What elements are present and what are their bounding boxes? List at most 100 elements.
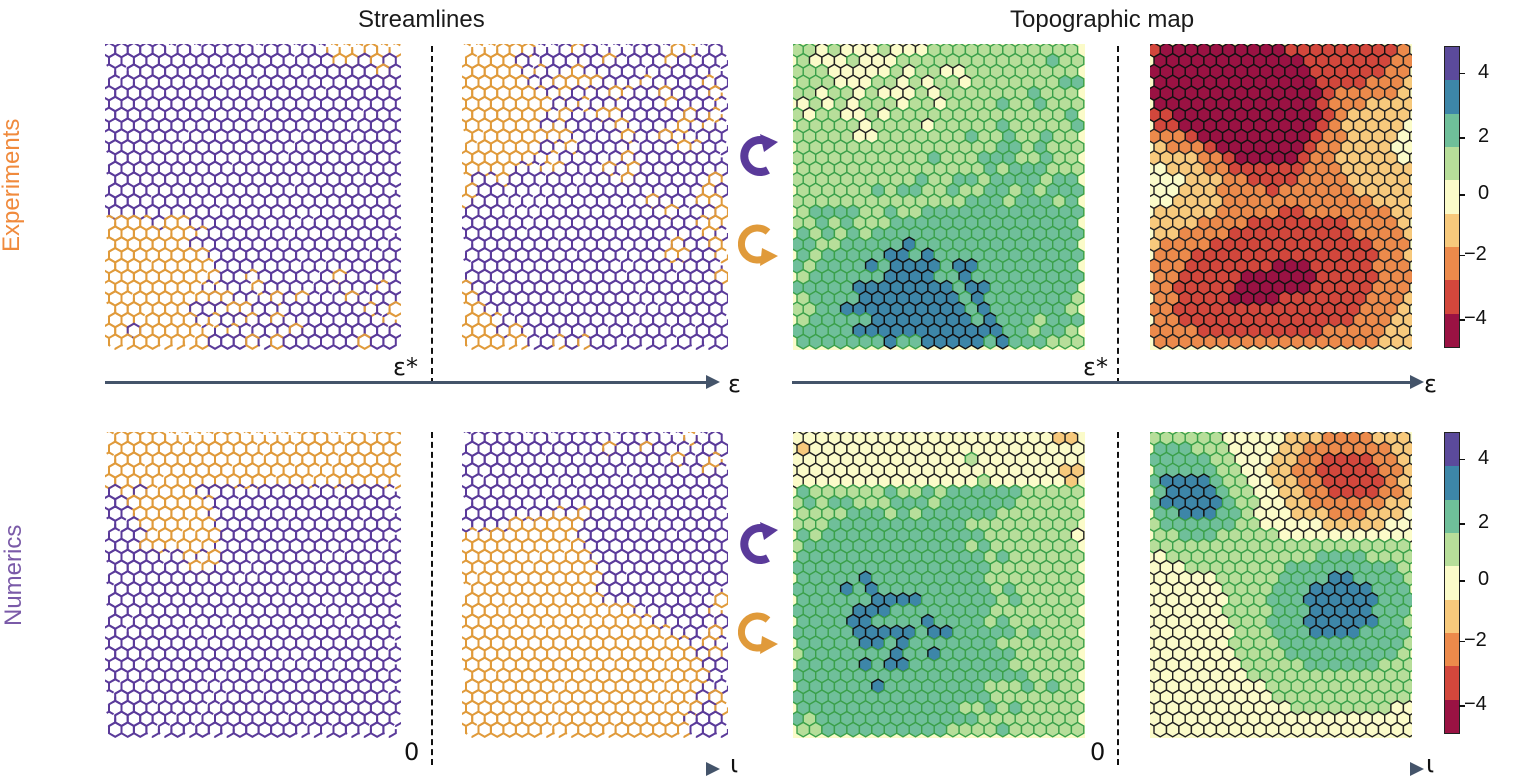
hex-cell bbox=[182, 548, 198, 566]
topographic-map-title: Topographic map bbox=[1010, 6, 1195, 33]
hex-cell bbox=[388, 214, 401, 232]
hex-cell bbox=[583, 149, 598, 167]
hex-cell bbox=[664, 613, 679, 630]
hex-cell bbox=[533, 149, 549, 167]
hex-cell bbox=[983, 333, 998, 350]
hex-cell bbox=[708, 667, 723, 684]
hex-cell bbox=[933, 333, 948, 350]
hex-cell bbox=[708, 128, 723, 145]
hex-cell bbox=[945, 333, 960, 350]
hex-cell bbox=[527, 613, 542, 630]
hex-cell bbox=[514, 182, 530, 199]
hex-cell bbox=[388, 710, 401, 728]
hex-cell bbox=[207, 311, 223, 329]
hex-cell bbox=[683, 624, 698, 641]
hex-cell bbox=[846, 721, 861, 738]
hex-cell bbox=[983, 721, 998, 738]
hex-cell bbox=[207, 656, 223, 674]
hex-cell bbox=[351, 710, 366, 728]
hex-cell bbox=[276, 451, 291, 468]
hex-cell bbox=[921, 333, 935, 350]
hex-cell bbox=[1265, 721, 1280, 738]
hex-cell bbox=[496, 300, 511, 318]
streamlines-experiments-panel-1 bbox=[105, 44, 401, 350]
hex-cell bbox=[689, 333, 704, 350]
hex-cell bbox=[1340, 333, 1355, 350]
hex-cell bbox=[1228, 721, 1242, 738]
hex-cell bbox=[714, 721, 728, 738]
hex-cell bbox=[589, 721, 605, 738]
hex-cell bbox=[1402, 721, 1412, 738]
hex-cell bbox=[338, 602, 354, 620]
hex-cell bbox=[251, 63, 266, 80]
hex-cell bbox=[508, 192, 524, 210]
hex-cell bbox=[652, 225, 667, 242]
hex-cell bbox=[527, 182, 542, 199]
hex-cell bbox=[462, 171, 474, 188]
hex-cell bbox=[189, 688, 204, 706]
hex-cell bbox=[614, 246, 630, 264]
topographic-experiments-panel-1 bbox=[793, 44, 1085, 350]
hex-cell bbox=[295, 246, 310, 264]
axis-arrowhead bbox=[706, 762, 720, 776]
hex-cell bbox=[307, 74, 322, 91]
hex-cell bbox=[369, 634, 385, 652]
hex-cell bbox=[282, 225, 298, 242]
hex-cell bbox=[1278, 721, 1292, 738]
hex-cell bbox=[595, 645, 611, 663]
hex-cell bbox=[195, 311, 210, 329]
hex-cell bbox=[120, 333, 135, 350]
hex-cell bbox=[326, 537, 341, 555]
topographic-hex-field bbox=[1150, 44, 1412, 350]
hex-cell bbox=[388, 645, 401, 663]
hex-cell bbox=[908, 721, 923, 738]
hex-cell bbox=[883, 333, 898, 350]
hex-cell bbox=[226, 451, 241, 468]
hex-cell bbox=[521, 192, 536, 210]
hex-cell bbox=[620, 451, 636, 468]
hex-cell bbox=[214, 63, 229, 80]
hex-cell bbox=[571, 171, 586, 188]
hex-cell bbox=[344, 721, 360, 738]
hex-cell bbox=[695, 214, 711, 232]
hex-cell bbox=[539, 333, 555, 350]
hex-cell bbox=[970, 333, 985, 350]
hex-cell bbox=[546, 688, 561, 706]
hex-cell bbox=[344, 95, 360, 113]
hex-cell bbox=[326, 645, 341, 663]
hex-cell bbox=[232, 311, 248, 329]
hex-cell bbox=[527, 483, 542, 501]
hex-cell bbox=[382, 699, 397, 717]
hex-cell bbox=[708, 300, 723, 318]
hex-cell bbox=[1390, 721, 1405, 738]
topographic-hex-field bbox=[1150, 432, 1412, 738]
streamlines-hex-field bbox=[105, 44, 401, 350]
hex-cell bbox=[502, 333, 517, 350]
hex-cell bbox=[132, 721, 148, 738]
hex-cell bbox=[376, 300, 391, 318]
hex-cell bbox=[108, 505, 123, 522]
hex-cell bbox=[295, 268, 310, 286]
hex-cell bbox=[462, 128, 474, 145]
hex-cell bbox=[1165, 721, 1180, 738]
topographic-hex-field bbox=[793, 44, 1085, 350]
hex-cell bbox=[627, 268, 642, 286]
hex-cell bbox=[320, 721, 335, 738]
hex-cell bbox=[708, 106, 723, 124]
hex-cell bbox=[508, 494, 524, 512]
hex-cell bbox=[945, 721, 960, 738]
hex-cell bbox=[245, 333, 260, 350]
hex-cell bbox=[170, 613, 185, 630]
hex-cell bbox=[652, 333, 667, 350]
hex-cell bbox=[796, 721, 811, 738]
hex-cell bbox=[462, 44, 474, 59]
hex-cell bbox=[677, 117, 692, 134]
hex-cell bbox=[808, 721, 823, 738]
hex-cell bbox=[263, 645, 279, 663]
hex-cell bbox=[462, 236, 474, 253]
hex-cell bbox=[220, 483, 235, 501]
critical-strain-label: ε* bbox=[1083, 353, 1108, 381]
hex-cell bbox=[214, 667, 229, 684]
hex-cell bbox=[145, 721, 160, 738]
hex-cell bbox=[257, 440, 273, 458]
